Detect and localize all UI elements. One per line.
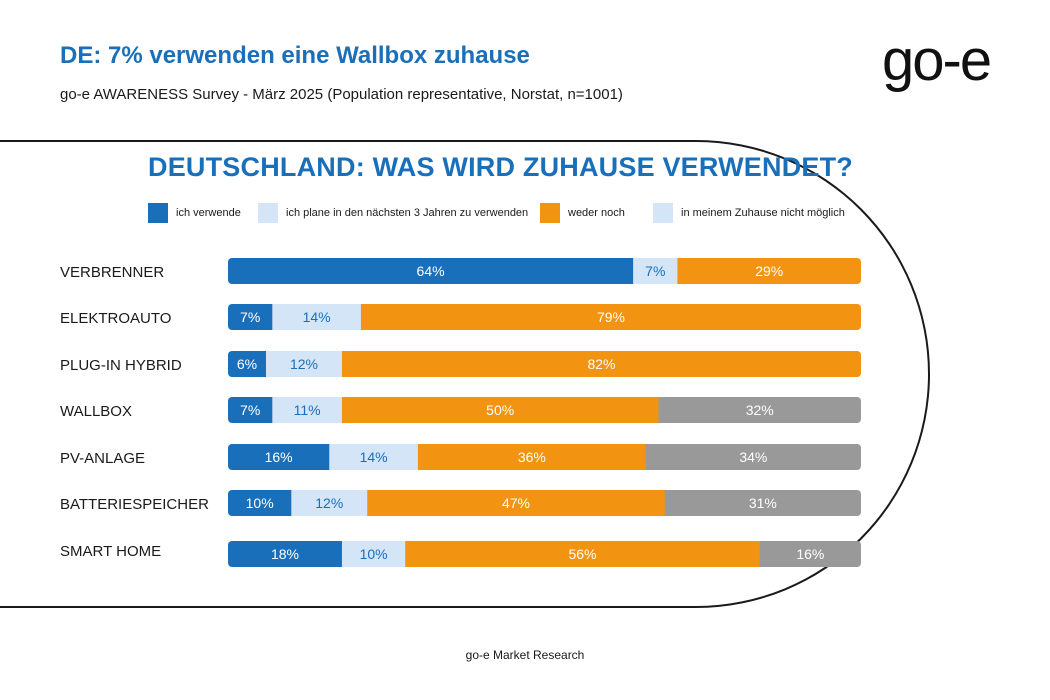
legend-item-use: ich verwende bbox=[148, 203, 241, 223]
row-label-plug-in-hybrid: PLUG-IN HYBRID bbox=[60, 357, 182, 374]
data-label-smart-home-plan: 10% bbox=[360, 546, 388, 562]
data-label-verbrenner-use: 64% bbox=[417, 263, 445, 279]
bar-row-elektroauto bbox=[228, 304, 861, 330]
bar-segment-smart-home-use bbox=[228, 541, 343, 567]
legend-label-plan: ich plane in den nächsten 3 Jahren zu ve… bbox=[286, 207, 529, 219]
bar-segment-smart-home-neither bbox=[405, 541, 761, 567]
bar-segment-pv-anlage-neither bbox=[417, 444, 647, 470]
data-label-wallbox-use: 7% bbox=[240, 402, 260, 418]
legend-swatch-neither bbox=[540, 203, 560, 223]
data-label-verbrenner-neither: 29% bbox=[755, 263, 783, 279]
data-label-wallbox-impossible: 32% bbox=[746, 402, 774, 418]
page-subtitle: go-e AWARENESS Survey - März 2025 (Popul… bbox=[60, 86, 623, 103]
row-label-elektroauto: ELEKTROAUTO bbox=[60, 310, 172, 327]
bar-row-verbrenner bbox=[228, 258, 861, 284]
bar-segment-verbrenner-neither bbox=[677, 258, 861, 284]
bar-segment-wallbox-plan bbox=[272, 397, 343, 423]
bar-segment-verbrenner-plan bbox=[633, 258, 678, 284]
bar-segment-batteriespeicher-use bbox=[228, 490, 292, 516]
data-label-elektroauto-neither: 79% bbox=[597, 309, 625, 325]
row-label-wallbox: WALLBOX bbox=[60, 403, 132, 420]
bar-segment-smart-home-impossible bbox=[759, 541, 861, 567]
data-label-batteriespeicher-neither: 47% bbox=[502, 495, 530, 511]
legend-item-neither: weder noch bbox=[540, 203, 625, 223]
legend-swatch-plan bbox=[258, 203, 278, 223]
row-label-pv-anlage: PV-ANLAGE bbox=[60, 450, 146, 467]
data-label-verbrenner-plan: 7% bbox=[645, 263, 665, 279]
bar-segment-elektroauto-neither bbox=[360, 304, 861, 330]
chart-title: DEUTSCHLAND: WAS WIRD ZUHAUSE VERWENDET? bbox=[148, 152, 853, 182]
bar-row-smart-home bbox=[228, 541, 861, 567]
data-label-batteriespeicher-use: 10% bbox=[246, 495, 274, 511]
legend-item-plan: ich plane in den nächsten 3 Jahren zu ve… bbox=[258, 203, 528, 223]
legend-item-impossible: in meinem Zuhause nicht möglich bbox=[653, 203, 845, 223]
go-e-logo: go-e bbox=[882, 30, 992, 93]
data-label-pv-anlage-neither: 36% bbox=[518, 449, 546, 465]
bar-segment-wallbox-neither bbox=[341, 397, 659, 423]
data-label-batteriespeicher-plan: 12% bbox=[315, 495, 343, 511]
bar-segment-wallbox-use bbox=[228, 397, 273, 423]
row-label-verbrenner: VERBRENNER bbox=[60, 264, 165, 281]
data-label-smart-home-use: 18% bbox=[271, 546, 299, 562]
row-label-batteriespeicher: BATTERIESPEICHER bbox=[60, 496, 209, 513]
footer-text: go-e Market Research bbox=[465, 648, 585, 662]
legend-label-neither: weder noch bbox=[568, 207, 625, 219]
logo-text: go-e bbox=[882, 30, 990, 93]
data-label-elektroauto-use: 7% bbox=[240, 309, 260, 325]
bar-segment-batteriespeicher-impossible bbox=[664, 490, 861, 516]
legend-label-use: ich verwende bbox=[176, 207, 241, 219]
bar-segment-pv-anlage-use bbox=[228, 444, 330, 470]
data-label-pv-anlage-impossible: 34% bbox=[739, 449, 767, 465]
data-label-smart-home-impossible: 16% bbox=[796, 546, 824, 562]
bar-row-batteriespeicher bbox=[228, 490, 861, 516]
data-label-plug-in-hybrid-neither: 82% bbox=[587, 356, 615, 372]
data-label-plug-in-hybrid-plan: 12% bbox=[290, 356, 318, 372]
bar-row-wallbox bbox=[228, 397, 861, 423]
legend-swatch-use bbox=[148, 203, 168, 223]
bar-segment-pv-anlage-plan bbox=[329, 444, 419, 470]
legend-label-impossible: in meinem Zuhause nicht möglich bbox=[681, 207, 845, 219]
data-label-wallbox-plan: 11% bbox=[294, 402, 321, 418]
data-label-plug-in-hybrid-use: 6% bbox=[237, 356, 257, 372]
bar-segment-batteriespeicher-neither bbox=[367, 490, 666, 516]
bar-segment-smart-home-plan bbox=[341, 541, 406, 567]
data-label-pv-anlage-use: 16% bbox=[265, 449, 293, 465]
data-label-smart-home-neither: 56% bbox=[568, 546, 596, 562]
bar-segment-verbrenner-use bbox=[228, 258, 634, 284]
row-label-smart-home: SMART HOME bbox=[60, 543, 162, 560]
legend-swatch-impossible bbox=[653, 203, 673, 223]
bar-segment-plug-in-hybrid-plan bbox=[265, 351, 343, 377]
bar-segment-plug-in-hybrid-use bbox=[228, 351, 267, 377]
bar-segment-wallbox-impossible bbox=[658, 397, 861, 423]
bar-segment-elektroauto-use bbox=[228, 304, 273, 330]
bar-segment-pv-anlage-impossible bbox=[645, 444, 861, 470]
page-title: DE: 7% verwenden eine Wallbox zuhause bbox=[60, 42, 530, 69]
bar-segment-elektroauto-plan bbox=[272, 304, 362, 330]
bar-row-plug-in-hybrid bbox=[228, 351, 861, 377]
data-label-pv-anlage-plan: 14% bbox=[360, 449, 388, 465]
bar-segment-batteriespeicher-plan bbox=[291, 490, 368, 516]
bar-row-pv-anlage bbox=[228, 444, 861, 470]
data-label-elektroauto-plan: 14% bbox=[303, 309, 331, 325]
chart-frame bbox=[0, 140, 930, 608]
bar-segment-plug-in-hybrid-neither bbox=[341, 351, 861, 377]
data-label-batteriespeicher-impossible: 31% bbox=[749, 495, 777, 511]
data-label-wallbox-neither: 50% bbox=[486, 402, 514, 418]
